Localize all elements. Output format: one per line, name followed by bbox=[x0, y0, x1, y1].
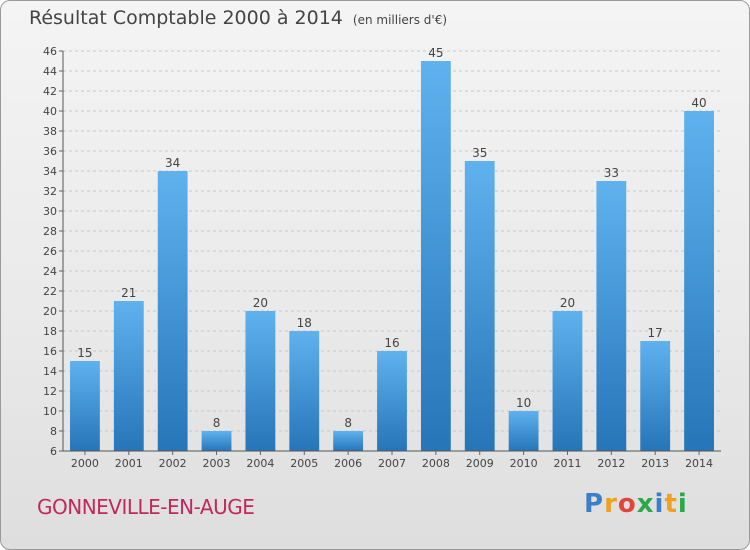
x-tick-label: 2002 bbox=[159, 457, 187, 470]
y-tick-label: 36 bbox=[43, 145, 57, 158]
bar-label-2009: 35 bbox=[472, 146, 487, 160]
chart-subtitle: (en milliers d'€) bbox=[352, 13, 448, 27]
x-tick-label: 2009 bbox=[466, 457, 494, 470]
bar-2001 bbox=[113, 301, 144, 451]
logo-letter: x bbox=[636, 489, 655, 519]
y-tick-label: 18 bbox=[43, 325, 57, 338]
axes bbox=[62, 51, 721, 452]
bar-2012 bbox=[596, 181, 627, 451]
y-tick-label: 10 bbox=[43, 405, 57, 418]
chart-title: Résultat Comptable 2000 à 2014 (en millie… bbox=[29, 7, 447, 29]
logo-letter: i bbox=[677, 489, 688, 519]
y-tick-label: 42 bbox=[43, 85, 57, 98]
bar-2004 bbox=[245, 311, 276, 451]
y-tick-label: 14 bbox=[43, 365, 57, 378]
bar-2002 bbox=[157, 171, 188, 451]
x-tick-label: 2000 bbox=[71, 457, 99, 470]
y-tick-label: 32 bbox=[43, 185, 57, 198]
x-tick-label: 2011 bbox=[553, 457, 581, 470]
x-tick-label: 2006 bbox=[334, 457, 362, 470]
y-tick-label: 28 bbox=[43, 225, 57, 238]
x-tick-label: 2013 bbox=[641, 457, 669, 470]
y-tick-label: 6 bbox=[50, 445, 57, 458]
y-axis-ticks: 6 8 10 12 14 16 18 20 22 24 26 28 30 32 34 36 38 40 42 44 46 bbox=[43, 45, 63, 458]
bar-label-2010: 10 bbox=[516, 396, 531, 410]
bars bbox=[70, 61, 714, 451]
x-axis-ticks: 2000 2001 2002 2003 2004 2005 2006 2007 2008 2009… bbox=[71, 451, 713, 470]
y-tick-label: 22 bbox=[43, 285, 57, 298]
y-tick-label: 34 bbox=[43, 165, 57, 178]
x-tick-label: 2005 bbox=[290, 457, 318, 470]
bar-label-2000: 15 bbox=[77, 346, 92, 360]
x-tick-label: 2007 bbox=[378, 457, 406, 470]
bar-2006 bbox=[333, 431, 364, 451]
bar-label-2001: 21 bbox=[121, 286, 136, 300]
x-tick-label: 2001 bbox=[115, 457, 143, 470]
bar-2005 bbox=[289, 331, 320, 451]
chart-title-text: Résultat Comptable 2000 à 2014 bbox=[29, 7, 343, 29]
bar-2013 bbox=[640, 341, 671, 451]
bar-label-2003: 8 bbox=[213, 416, 221, 430]
place-name: GONNEVILLE-EN-AUGE bbox=[37, 495, 255, 519]
x-tick-label: 2014 bbox=[685, 457, 713, 470]
y-tick-label: 30 bbox=[43, 205, 57, 218]
bar-label-2008: 45 bbox=[428, 46, 443, 60]
y-tick-label: 20 bbox=[43, 305, 57, 318]
bar-2003 bbox=[201, 431, 232, 451]
x-tick-label: 2010 bbox=[510, 457, 538, 470]
logo-letter: i bbox=[654, 489, 665, 519]
bar-label-2004: 20 bbox=[253, 296, 268, 310]
bar-2010 bbox=[508, 411, 539, 451]
bar-2008 bbox=[420, 61, 451, 451]
bar-label-2011: 20 bbox=[560, 296, 575, 310]
bar-label-2007: 16 bbox=[384, 336, 399, 350]
y-tick-label: 40 bbox=[43, 105, 57, 118]
bar-2007 bbox=[377, 351, 407, 451]
bar-label-2002: 34 bbox=[165, 156, 180, 170]
bar-label-2006: 8 bbox=[344, 416, 352, 430]
y-tick-label: 12 bbox=[43, 385, 57, 398]
logo-letter: o bbox=[617, 489, 637, 519]
bar-2000 bbox=[70, 361, 100, 451]
x-tick-label: 2003 bbox=[203, 457, 231, 470]
y-tick-label: 26 bbox=[43, 245, 57, 258]
logo-letter: t bbox=[664, 489, 678, 519]
x-tick-label: 2008 bbox=[422, 457, 450, 470]
x-tick-label: 2004 bbox=[246, 457, 274, 470]
bar-2014 bbox=[684, 111, 714, 451]
y-tick-label: 38 bbox=[43, 125, 57, 138]
bar-label-2013: 17 bbox=[648, 326, 663, 340]
bar-label-2014: 40 bbox=[691, 96, 706, 110]
bar-2009 bbox=[464, 161, 495, 451]
bar-value-labels: 15 21 34 8 20 18 8 16 45 35 10 20 33 17 40 bbox=[77, 46, 706, 430]
x-tick-label: 2012 bbox=[597, 457, 625, 470]
y-tick-label: 46 bbox=[43, 45, 57, 58]
bar-label-2005: 18 bbox=[297, 316, 312, 330]
y-tick-label: 16 bbox=[43, 345, 57, 358]
bar-label-2012: 33 bbox=[604, 166, 619, 180]
y-tick-label: 24 bbox=[43, 265, 57, 278]
y-tick-label: 8 bbox=[50, 425, 57, 438]
logo-letter: P bbox=[584, 489, 605, 519]
proxiti-logo: Proxiti bbox=[584, 489, 688, 519]
logo-letter: r bbox=[604, 489, 618, 519]
bar-2011 bbox=[552, 311, 583, 451]
y-tick-label: 44 bbox=[43, 65, 57, 78]
